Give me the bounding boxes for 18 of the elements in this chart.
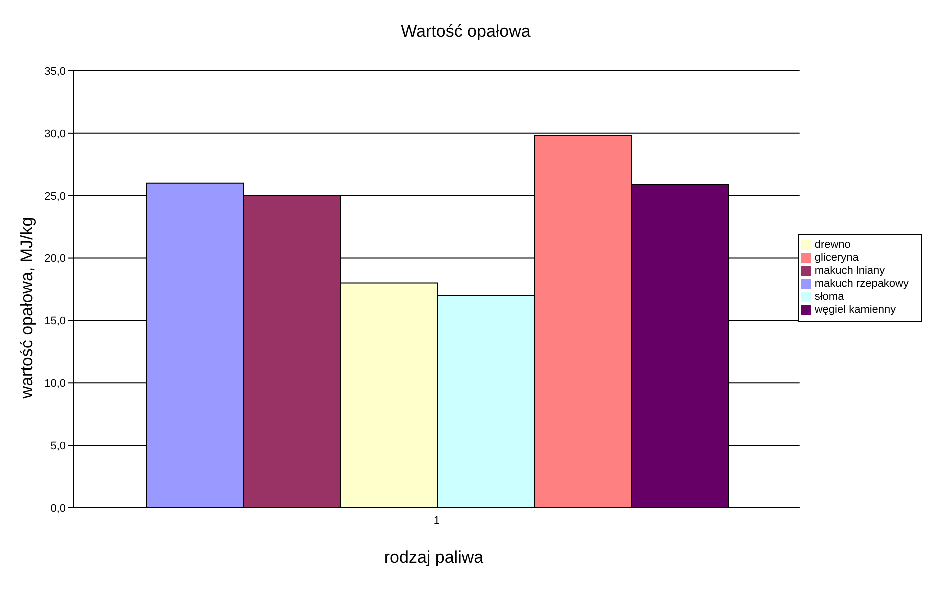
y-tick-label: 20,0 <box>44 253 66 266</box>
y-axis-title: wartość opałowa, MJ/kg <box>18 217 38 399</box>
y-tick-label: 30,0 <box>44 128 66 140</box>
legend-label: makuch lniany <box>814 265 886 277</box>
y-tick-label: 25,0 <box>44 190 66 203</box>
chart-title: Wartość opałowa <box>400 22 532 42</box>
y-tick-label: 35,0 <box>44 66 66 78</box>
legend-label: węgiel kamienny <box>814 304 896 316</box>
y-tick-label: 15,0 <box>44 316 66 328</box>
legend-label: słoma <box>814 291 844 303</box>
x-axis-title: rodzaj paliwa <box>383 548 485 568</box>
y-tick-label: 5,0 <box>50 440 66 452</box>
y-tick-label: 10,0 <box>44 378 66 390</box>
legend-label: drewno <box>814 239 851 251</box>
legend-label: gliceryna <box>814 252 859 264</box>
legend-label: makuch rzepakowy <box>814 278 909 290</box>
x-tick-label: 1 <box>434 514 440 527</box>
y-tick-label: 0,0 <box>50 502 66 515</box>
